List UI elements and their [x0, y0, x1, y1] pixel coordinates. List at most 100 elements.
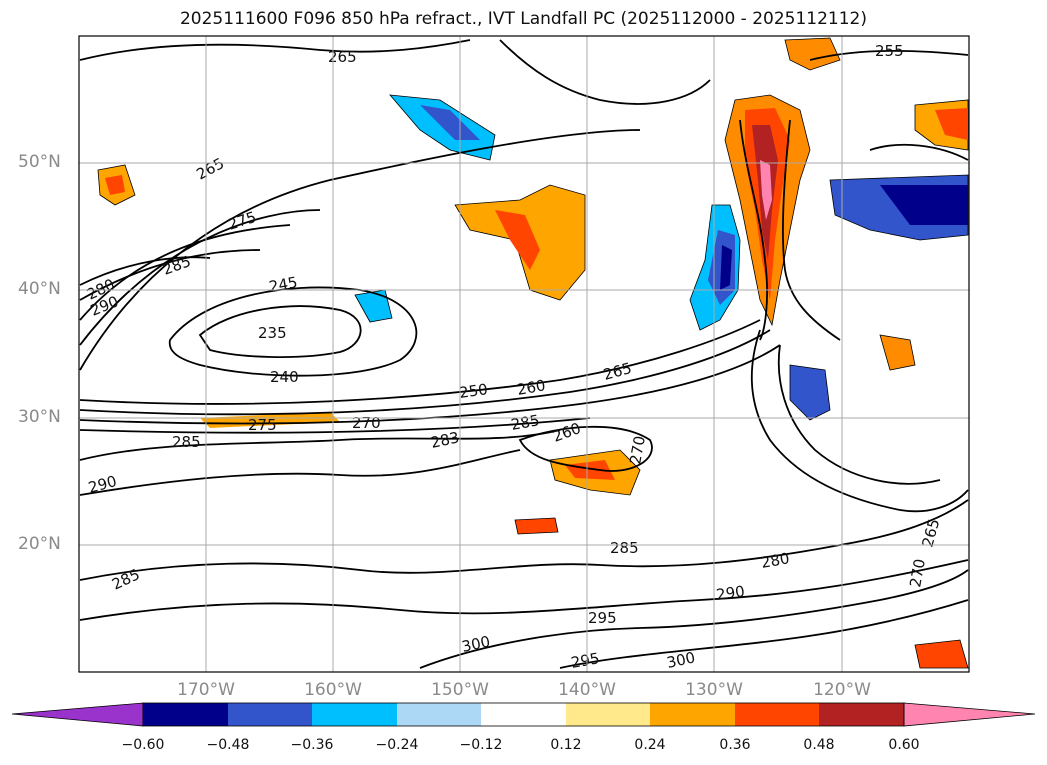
contour-label: 285 — [109, 565, 143, 593]
shaded-fields — [97, 37, 969, 669]
contour-label: 250 — [458, 380, 489, 402]
colorbar-bin — [228, 703, 312, 726]
contour-label: 290 — [715, 582, 746, 604]
contour-label-layer: 265 255 265 275 285 280 290 245 235 240 … — [84, 42, 943, 672]
plot-area: 265 255 265 275 285 280 290 245 235 240 … — [78, 35, 970, 673]
colorbar-tick-label: 0.48 — [803, 737, 835, 753]
contour-line — [79, 319, 761, 405]
lon-label: 170°W — [177, 680, 235, 700]
shade-blue-south-coast — [789, 364, 831, 421]
contour-label: 283 — [429, 428, 461, 452]
gridlines — [79, 36, 969, 672]
lon-label: 120°W — [813, 680, 871, 700]
contour-label: 255 — [875, 42, 904, 60]
shade-darkblue-gulf — [420, 105, 480, 140]
contour-label: 275 — [248, 416, 277, 434]
colorbar-bin — [566, 703, 650, 726]
lon-label: 130°W — [685, 680, 743, 700]
lon-label: 150°W — [431, 680, 489, 700]
contour-label: 265 — [328, 48, 357, 66]
contour-line — [79, 559, 969, 621]
contour-label: 285 — [510, 411, 541, 434]
contour-label: 295 — [588, 609, 617, 627]
contour-line — [79, 129, 641, 371]
contour-label: 300 — [665, 648, 697, 672]
contour-line — [79, 499, 969, 581]
shade-red-strip — [514, 517, 559, 535]
contour-label: 260 — [516, 376, 547, 399]
refractivity-contours — [79, 39, 969, 669]
colorbar-bin — [397, 703, 481, 726]
colorbar-tick-label: −0.24 — [375, 737, 419, 753]
colorbar-extend-low — [11, 702, 144, 727]
contour-line — [79, 449, 521, 496]
shade-pink-coast — [760, 160, 772, 220]
contour-label: 285 — [610, 539, 639, 557]
colorbar-tick-label: −0.48 — [206, 737, 250, 753]
contour-line — [79, 329, 771, 416]
colorbar-bin — [650, 703, 735, 726]
colorbar-tick-label: −0.60 — [121, 737, 165, 753]
contour-label: 295 — [570, 649, 601, 672]
colorbar-tick-label: −0.12 — [459, 737, 503, 753]
contour-label: 270 — [352, 414, 381, 432]
lat-label: 50°N — [18, 152, 61, 172]
lon-label: 140°W — [558, 680, 616, 700]
shade-orange-baja — [879, 334, 916, 371]
colorbar-tick-label: 0.24 — [634, 737, 666, 753]
contour-label: 265 — [918, 517, 943, 549]
contour-line — [79, 256, 211, 286]
contour-line — [198, 305, 362, 358]
shade-red-subtrop — [565, 460, 615, 480]
contour-label: 260 — [550, 419, 583, 446]
colorbar-tick-label: 0.36 — [719, 737, 751, 753]
shade-orange-north — [784, 37, 841, 71]
contour-line — [79, 209, 321, 346]
map-frame — [78, 35, 970, 673]
contour-line — [419, 569, 969, 669]
contour-line — [518, 425, 653, 472]
shade-red-central — [495, 210, 540, 270]
lat-label: 20°N — [18, 534, 61, 554]
contour-line — [869, 143, 969, 161]
shade-orange-southeast — [914, 639, 969, 669]
colorbar-bin — [143, 703, 228, 726]
contour-label: 270 — [626, 434, 649, 465]
contour-label: 265 — [193, 154, 227, 183]
shade-navy-northeast — [880, 185, 968, 225]
contour-label: 270 — [906, 557, 929, 588]
lat-label: 30°N — [18, 407, 61, 427]
lat-label: 40°N — [18, 279, 61, 299]
colorbar-tick-label: 0.12 — [550, 737, 582, 753]
contour-label: 235 — [258, 324, 287, 342]
contour-line — [79, 39, 471, 61]
contour-line — [168, 286, 418, 377]
shade-red-nw — [105, 175, 125, 195]
contour-line — [777, 344, 941, 485]
contour-line — [79, 429, 561, 461]
colorbar-bin — [735, 703, 819, 726]
shade-blue-small — [354, 289, 393, 323]
colorbar-extend-high — [903, 702, 1036, 727]
lon-label: 160°W — [304, 680, 362, 700]
colorbar-frame — [142, 702, 905, 727]
colorbar-bin — [481, 703, 566, 726]
contour-label: 285 — [172, 433, 201, 451]
contour-line — [499, 39, 711, 105]
contour-line — [809, 49, 969, 61]
colorbar-tick-label: −0.36 — [290, 737, 334, 753]
contour-label: 300 — [460, 632, 492, 656]
contour-line — [79, 224, 291, 321]
contour-label: 245 — [268, 273, 299, 296]
colorbar — [11, 702, 1036, 727]
shade-navy-offshore — [720, 245, 732, 290]
contour-label: 240 — [270, 368, 299, 386]
colorbar-bin — [819, 703, 904, 726]
contour-label: 290 — [86, 472, 118, 497]
contour-line — [739, 119, 768, 341]
contour-line — [79, 344, 781, 425]
colorbar-bin — [312, 703, 397, 726]
contour-line — [79, 249, 261, 301]
colorbar-tick-label: 0.60 — [888, 737, 920, 753]
contour-line — [559, 599, 969, 669]
